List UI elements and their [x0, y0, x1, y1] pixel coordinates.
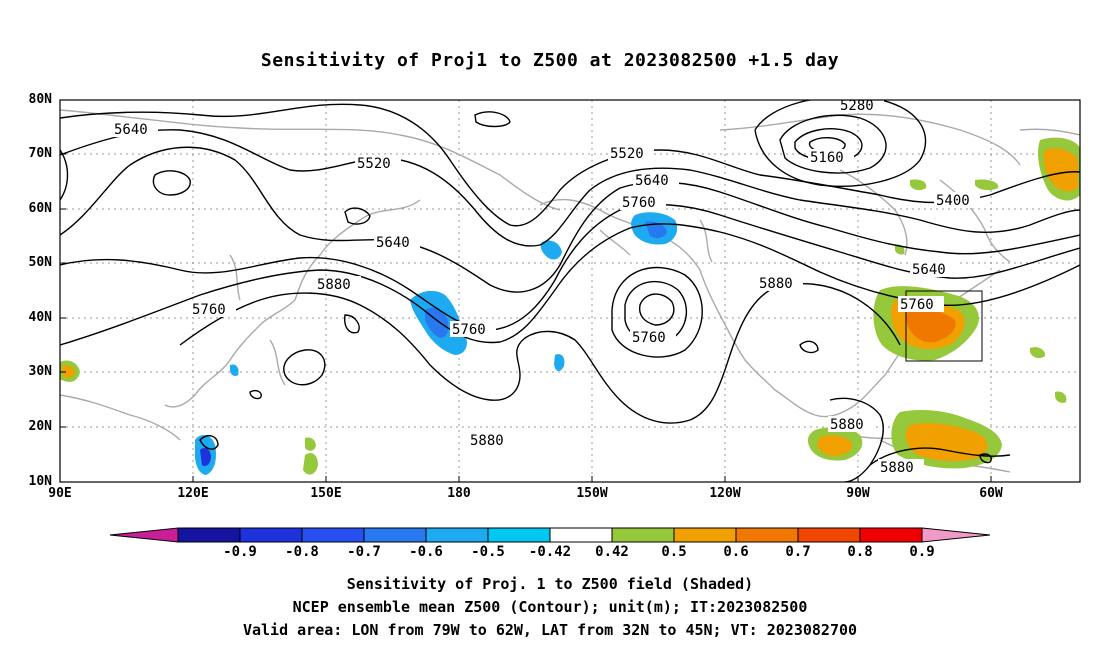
colorbar-swatch [611, 527, 675, 543]
colorbar-swatch [735, 527, 799, 543]
contour-label: 5880 [470, 433, 504, 449]
colorbar-label: 0.7 [785, 544, 811, 560]
colorbar-swatch [549, 527, 613, 543]
lat-label-50n: 50N [28, 255, 52, 270]
lon-label-120e: 120E [177, 486, 209, 501]
lat-label-70n: 70N [28, 146, 52, 161]
contour-label: 5880 [830, 417, 864, 433]
contour-label: 5760 [192, 302, 226, 318]
contour-label: 5640 [635, 173, 669, 189]
colorbar-swatch [487, 527, 551, 543]
lon-label-60w: 60W [979, 486, 1003, 501]
colorbar-arrow-low [109, 527, 179, 543]
colorbar-label: 0.5 [661, 544, 687, 560]
colorbar-label: -0.8 [285, 544, 319, 560]
contour-label: 5880 [759, 276, 793, 292]
colorbar-label: 0.42 [595, 544, 629, 560]
contour-label: 5880 [880, 460, 914, 476]
map-frame [59, 99, 1081, 483]
contour-label: 5760 [452, 322, 486, 338]
lon-label-150w: 150W [576, 486, 608, 501]
colorbar-arrow-high [921, 527, 991, 543]
lat-label-20n: 20N [28, 419, 52, 434]
colorbar-label: -0.6 [409, 544, 443, 560]
colorbar-label: -0.5 [471, 544, 505, 560]
colorbar-swatch [425, 527, 489, 543]
contour-label: 5760 [622, 195, 656, 211]
lat-label-40n: 40N [28, 310, 52, 325]
lon-label-90w: 90W [846, 486, 870, 501]
colorbar-swatch [363, 527, 427, 543]
colorbar-swatch [177, 527, 241, 543]
contour-label: 5760 [900, 297, 934, 313]
contour-label: 5280 [840, 98, 874, 114]
colorbar-label: 0.8 [847, 544, 873, 560]
colorbar-swatch [797, 527, 861, 543]
colorbar-swatch [859, 527, 923, 543]
contour-label: 5760 [632, 330, 666, 346]
contour-label: 5640 [376, 235, 410, 251]
lat-label-10n: 10N [28, 474, 52, 489]
colorbar-label: -0.9 [223, 544, 257, 560]
contour-label: 5400 [936, 193, 970, 209]
z500-contours [60, 100, 1080, 482]
chart-title: Sensitivity of Proj1 to Z500 at 20230825… [260, 50, 840, 71]
lon-label-120w: 120W [709, 486, 741, 501]
sensitivity-shading [60, 137, 1080, 475]
lat-label-30n: 30N [28, 364, 52, 379]
caption-line-1: Sensitivity of Proj. 1 to Z500 field (Sh… [346, 575, 754, 593]
axis-ticks [60, 153, 992, 482]
lat-label-60n: 60N [28, 201, 52, 216]
contour-label: 5640 [912, 262, 946, 278]
contour-label: 5520 [357, 156, 391, 172]
colorbar-label: 0.6 [723, 544, 749, 560]
colorbar-swatch [301, 527, 365, 543]
contour-label: 5880 [317, 277, 351, 293]
contour-labels: 5640 5520 5520 5640 5760 5880 5760 5640 … [112, 97, 980, 476]
colorbar-swatch [673, 527, 737, 543]
lat-label-80n: 80N [28, 92, 52, 107]
colorbar-swatch [239, 527, 303, 543]
colorbar-label: 0.9 [909, 544, 935, 560]
colorbar-label: -0.7 [347, 544, 381, 560]
contour-label: 5160 [810, 150, 844, 166]
lon-label-180: 180 [447, 486, 471, 501]
caption-line-3: Valid area: LON from 79W to 62W, LAT fro… [242, 621, 858, 639]
colorbar-label: -0.42 [528, 544, 572, 560]
lon-label-90e: 90E [48, 486, 72, 501]
contour-label: 5520 [610, 146, 644, 162]
valid-area-box [905, 290, 983, 362]
caption-line-2: NCEP ensemble mean Z500 (Contour); unit(… [292, 598, 808, 616]
lon-label-150e: 150E [310, 486, 342, 501]
contour-label: 5640 [114, 122, 148, 138]
